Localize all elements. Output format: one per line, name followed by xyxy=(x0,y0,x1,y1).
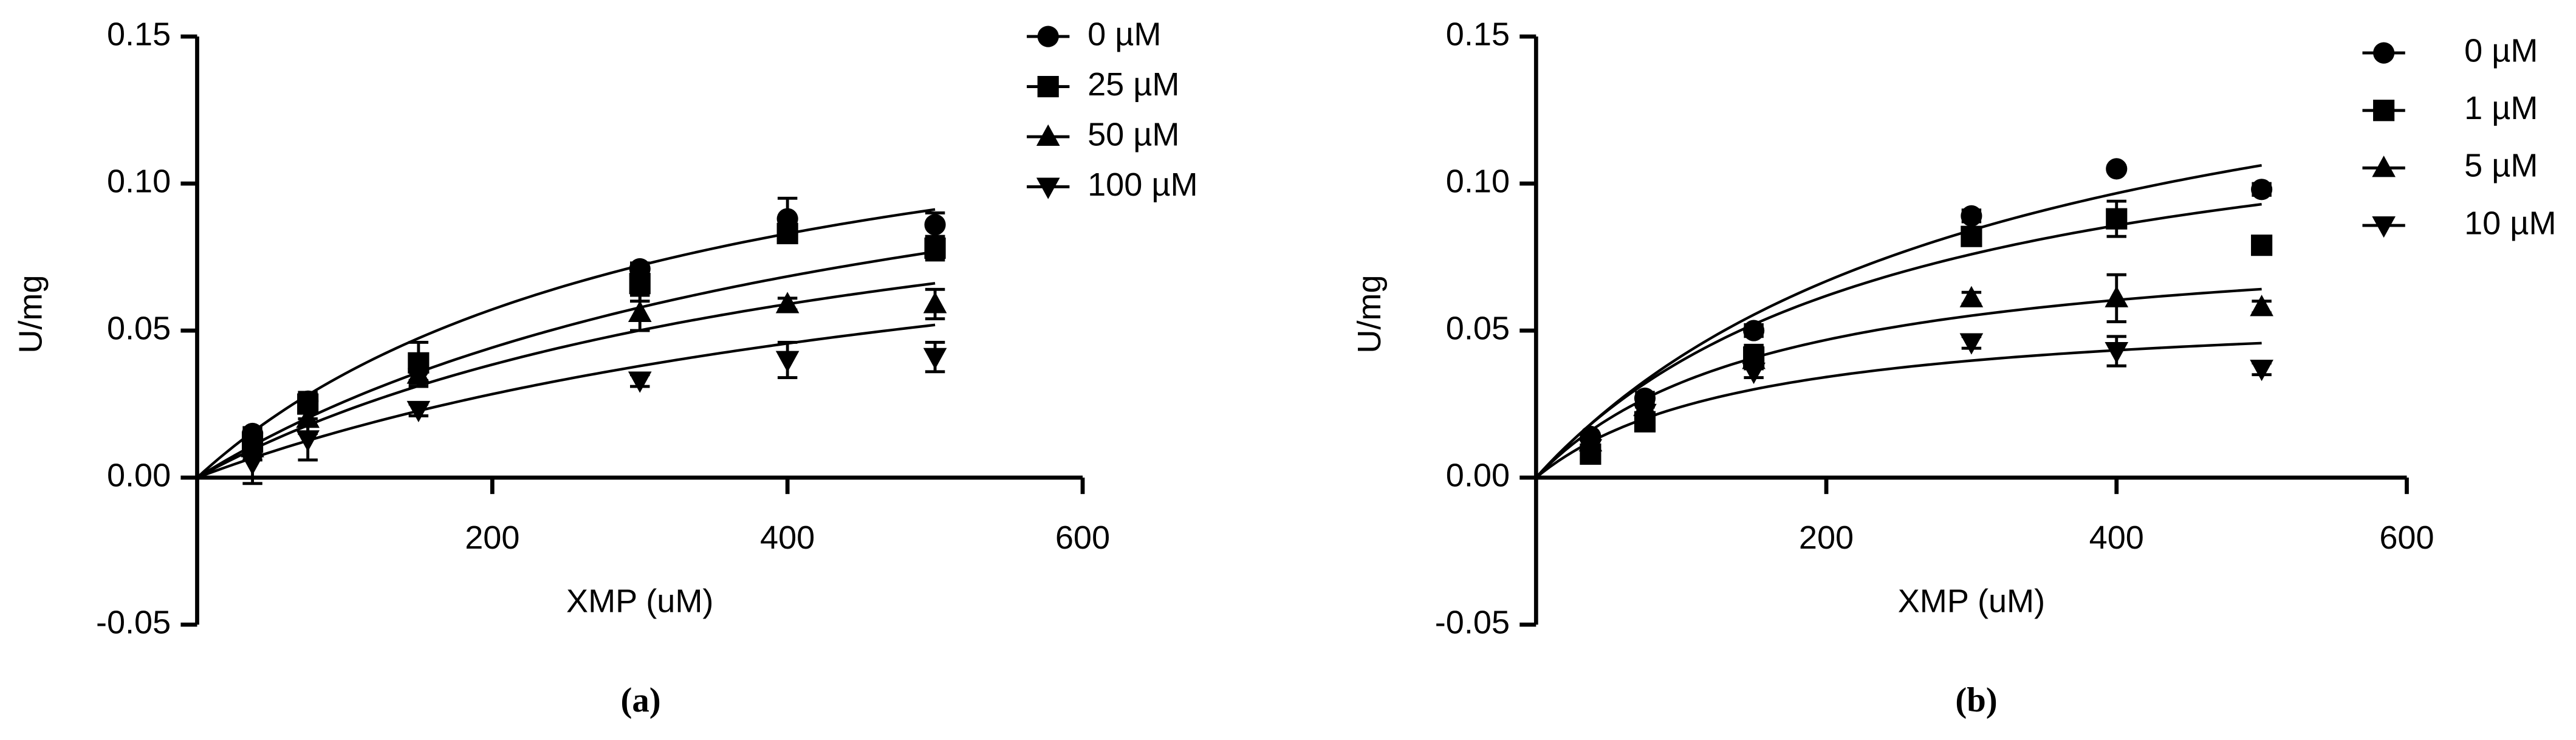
legend-label: 1 µM xyxy=(2464,90,2538,126)
x-axis-label: XMP (uM) xyxy=(566,583,713,619)
x-tick-label: 200 xyxy=(465,519,519,556)
point xyxy=(1633,403,1657,425)
point xyxy=(775,292,800,313)
legend-marker xyxy=(1036,124,1060,146)
legend-label: 0 µM xyxy=(2464,32,2538,69)
x-tick-label: 600 xyxy=(2379,519,2434,556)
y-tick-label: 0.15 xyxy=(107,16,171,52)
y-tick-label: 0.00 xyxy=(1446,457,1510,493)
fit-curve xyxy=(196,208,936,479)
legend-label: 100 µM xyxy=(1088,166,1197,203)
point xyxy=(628,300,652,323)
panel: -0.05 0.00 0.05 0.10 0.15 200 400 600 XMP (uM) U/… xyxy=(12,16,1197,719)
point xyxy=(1959,286,1984,307)
point xyxy=(775,351,800,372)
point xyxy=(923,348,947,369)
point xyxy=(2250,295,2273,317)
y-tick-label: 0.15 xyxy=(1446,16,1510,52)
legend-marker xyxy=(1037,26,1059,47)
point xyxy=(923,292,947,313)
point xyxy=(296,430,320,452)
y-axis-label: U/mg xyxy=(12,275,49,353)
caption: (b) xyxy=(1955,681,1997,719)
y-tick-label: 0.00 xyxy=(107,457,171,493)
x-tick-label: 600 xyxy=(1055,519,1110,556)
legend-label: 50 µM xyxy=(1088,116,1179,152)
point xyxy=(1961,225,1982,247)
point xyxy=(2251,179,2273,200)
point xyxy=(2251,235,2273,256)
y-axis-label: U/mg xyxy=(1351,275,1388,353)
fit-curve xyxy=(196,323,936,479)
point xyxy=(1743,320,1765,341)
point xyxy=(924,214,946,236)
point xyxy=(2105,286,2129,307)
point xyxy=(2105,342,2129,364)
caption: (a) xyxy=(620,681,660,719)
y-tick-label: 0.10 xyxy=(107,163,171,199)
point xyxy=(2250,360,2273,382)
point xyxy=(1578,439,1603,461)
x-tick-label: 400 xyxy=(2089,519,2144,556)
fit-curve xyxy=(1535,287,2262,479)
point xyxy=(1742,362,1766,385)
point xyxy=(924,237,946,259)
point xyxy=(776,222,798,244)
legend-marker xyxy=(2373,42,2395,64)
point xyxy=(296,406,320,428)
fit-curve xyxy=(196,250,936,479)
legend-label: 10 µM xyxy=(2464,205,2556,241)
point xyxy=(406,362,431,384)
legend-marker xyxy=(1037,75,1059,98)
y-tick-label: -0.05 xyxy=(96,604,171,640)
point xyxy=(241,453,264,476)
legend-marker xyxy=(2373,100,2395,122)
y-tick-label: 0.10 xyxy=(1446,163,1510,199)
legend-marker xyxy=(2372,156,2396,177)
point xyxy=(406,400,431,423)
legend-marker xyxy=(2372,216,2396,238)
y-tick-label: 0.05 xyxy=(1446,310,1510,346)
y-tick-label: 0.05 xyxy=(107,310,171,346)
point xyxy=(1959,333,1984,355)
x-tick-label: 400 xyxy=(760,519,815,556)
legend-label: 5 µM xyxy=(2464,148,2538,184)
legend-label: 25 µM xyxy=(1088,66,1179,103)
fit-curve xyxy=(1535,341,2262,479)
point xyxy=(628,371,652,393)
x-tick-label: 200 xyxy=(1799,519,1854,556)
legend-label: 0 µM xyxy=(1088,16,1161,52)
panel: -0.05 0.00 0.05 0.10 0.15 200 400 600 XMP (uM) U/… xyxy=(1351,16,2556,719)
x-axis-label: XMP (uM) xyxy=(1898,583,2045,619)
point xyxy=(2106,208,2128,230)
point xyxy=(1961,205,1982,227)
fit-curve xyxy=(1535,163,2262,479)
fit-curve xyxy=(1535,203,2262,479)
point xyxy=(2106,158,2128,180)
fit-curve xyxy=(196,282,936,479)
point xyxy=(629,273,651,295)
y-tick-label: -0.05 xyxy=(1435,604,1510,640)
legend-marker xyxy=(1036,177,1060,199)
